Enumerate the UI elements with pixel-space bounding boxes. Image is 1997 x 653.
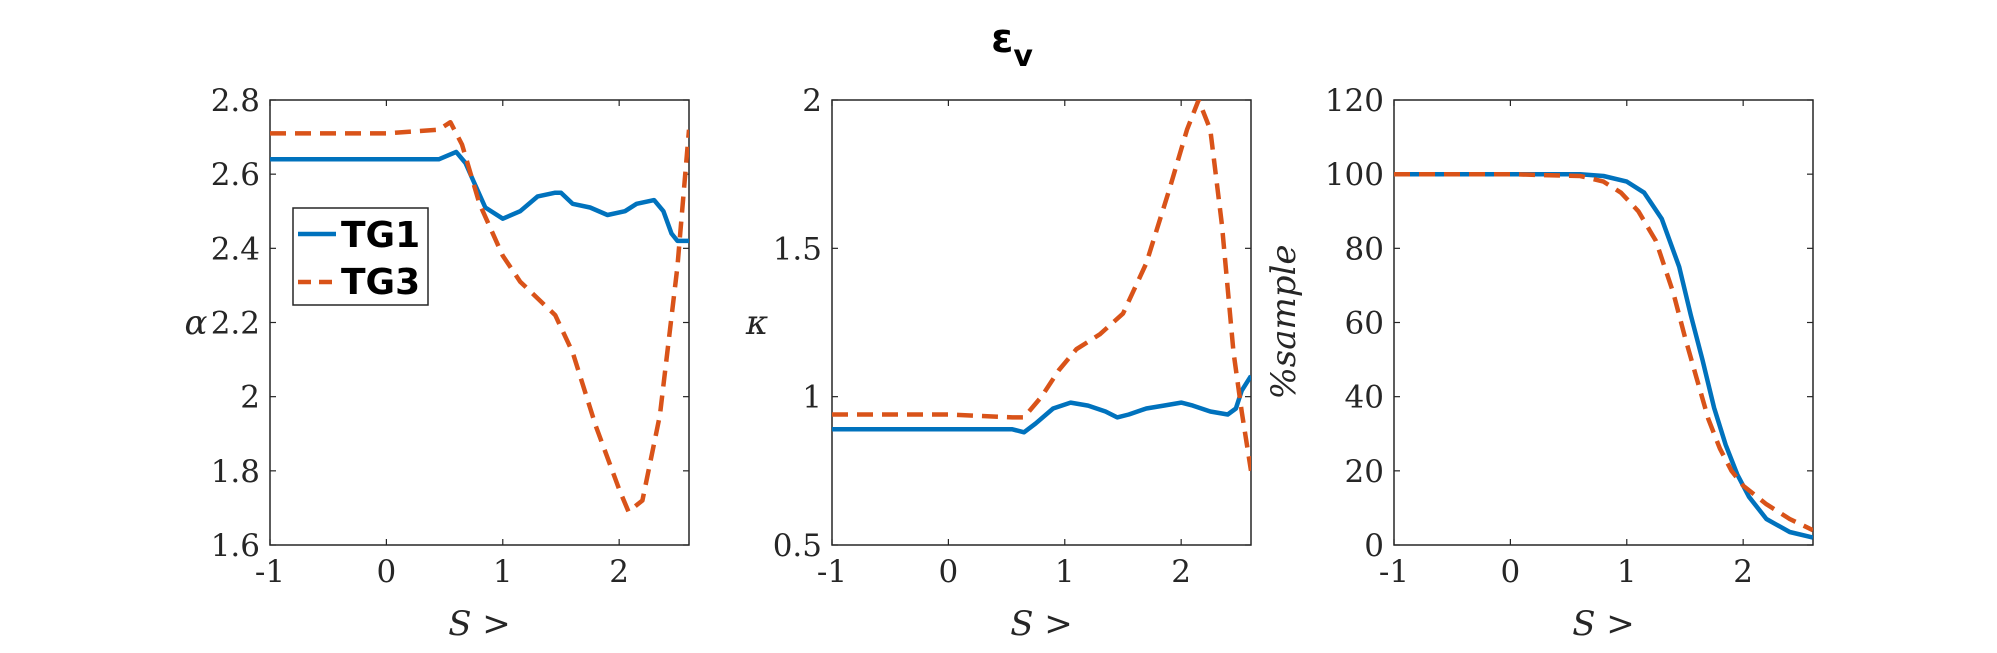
y-tick-label: 2.8 <box>211 83 260 119</box>
axes-box <box>831 99 1252 546</box>
y-axis-label: κ <box>745 303 768 343</box>
x-tick-label: 1 <box>493 554 513 590</box>
x-tick-label: 1 <box>1617 554 1637 590</box>
x-tick-label: 0 <box>377 554 397 590</box>
series-line-tg1 <box>270 149 689 244</box>
series-line-tg1 <box>1394 171 1813 540</box>
y-tick-label: 1 <box>802 380 822 416</box>
axes-box <box>1393 99 1814 546</box>
y-tick-label: 100 <box>1325 157 1384 193</box>
x-tick-label: 2 <box>1733 554 1753 590</box>
y-tick-label: 0 <box>1364 528 1384 564</box>
legend-label-tg3: TG3 <box>341 262 420 303</box>
y-tick-label: 2.2 <box>211 306 260 342</box>
x-tick-label: -1 <box>817 554 847 590</box>
chart-panel-kappa: -1 0 1 2 0.5 1 1.5 2 S > κ <box>745 83 1252 644</box>
x-tick-label: -1 <box>1379 554 1409 590</box>
series-line-tg3 <box>1394 171 1813 533</box>
chart-panel-alpha: -1 0 1 2 1.6 1.8 2 2.2 2.4 2.6 2.8 S > α <box>185 83 690 644</box>
figure-title-main: ε <box>991 16 1013 62</box>
y-tick-label: 2.6 <box>211 157 260 193</box>
y-axis-label: %sample <box>1264 244 1304 399</box>
y-tick-label: 2 <box>240 380 260 416</box>
series-line-tg3 <box>832 100 1251 472</box>
y-tick-label: 80 <box>1345 231 1384 267</box>
x-axis-label: S > <box>1572 604 1635 644</box>
y-tick-label: 1.6 <box>211 528 260 564</box>
legend-box <box>292 207 429 306</box>
x-tick-label: 2 <box>1171 554 1191 590</box>
series-line-tg3 <box>270 119 689 514</box>
y-tick-label: 1.5 <box>773 231 822 267</box>
y-tick-label: 60 <box>1345 306 1384 342</box>
y-tick-label: 120 <box>1325 83 1384 119</box>
figure-title: εv <box>991 16 1033 74</box>
axes-box <box>269 99 690 546</box>
y-axis-label: α <box>185 303 208 343</box>
x-tick-label: 2 <box>609 554 629 590</box>
y-tick-label: 2 <box>802 83 822 119</box>
series-line-tg1 <box>832 374 1251 435</box>
legend: TG1 TG3 <box>292 207 429 306</box>
y-tick-label: 1.8 <box>211 454 260 490</box>
figure-title-subscript: v <box>1013 39 1033 74</box>
x-tick-label: 0 <box>1501 554 1521 590</box>
x-tick-label: 1 <box>1055 554 1075 590</box>
y-tick-label: 0.5 <box>773 528 822 564</box>
x-axis-label: S > <box>448 604 511 644</box>
legend-label-tg1: TG1 <box>341 215 420 256</box>
y-tick-label: 20 <box>1345 454 1384 490</box>
x-axis-label: S > <box>1010 604 1073 644</box>
y-tick-label: 40 <box>1345 380 1384 416</box>
x-tick-label: -1 <box>255 554 285 590</box>
y-tick-label: 2.4 <box>211 231 260 267</box>
x-tick-label: 0 <box>939 554 959 590</box>
